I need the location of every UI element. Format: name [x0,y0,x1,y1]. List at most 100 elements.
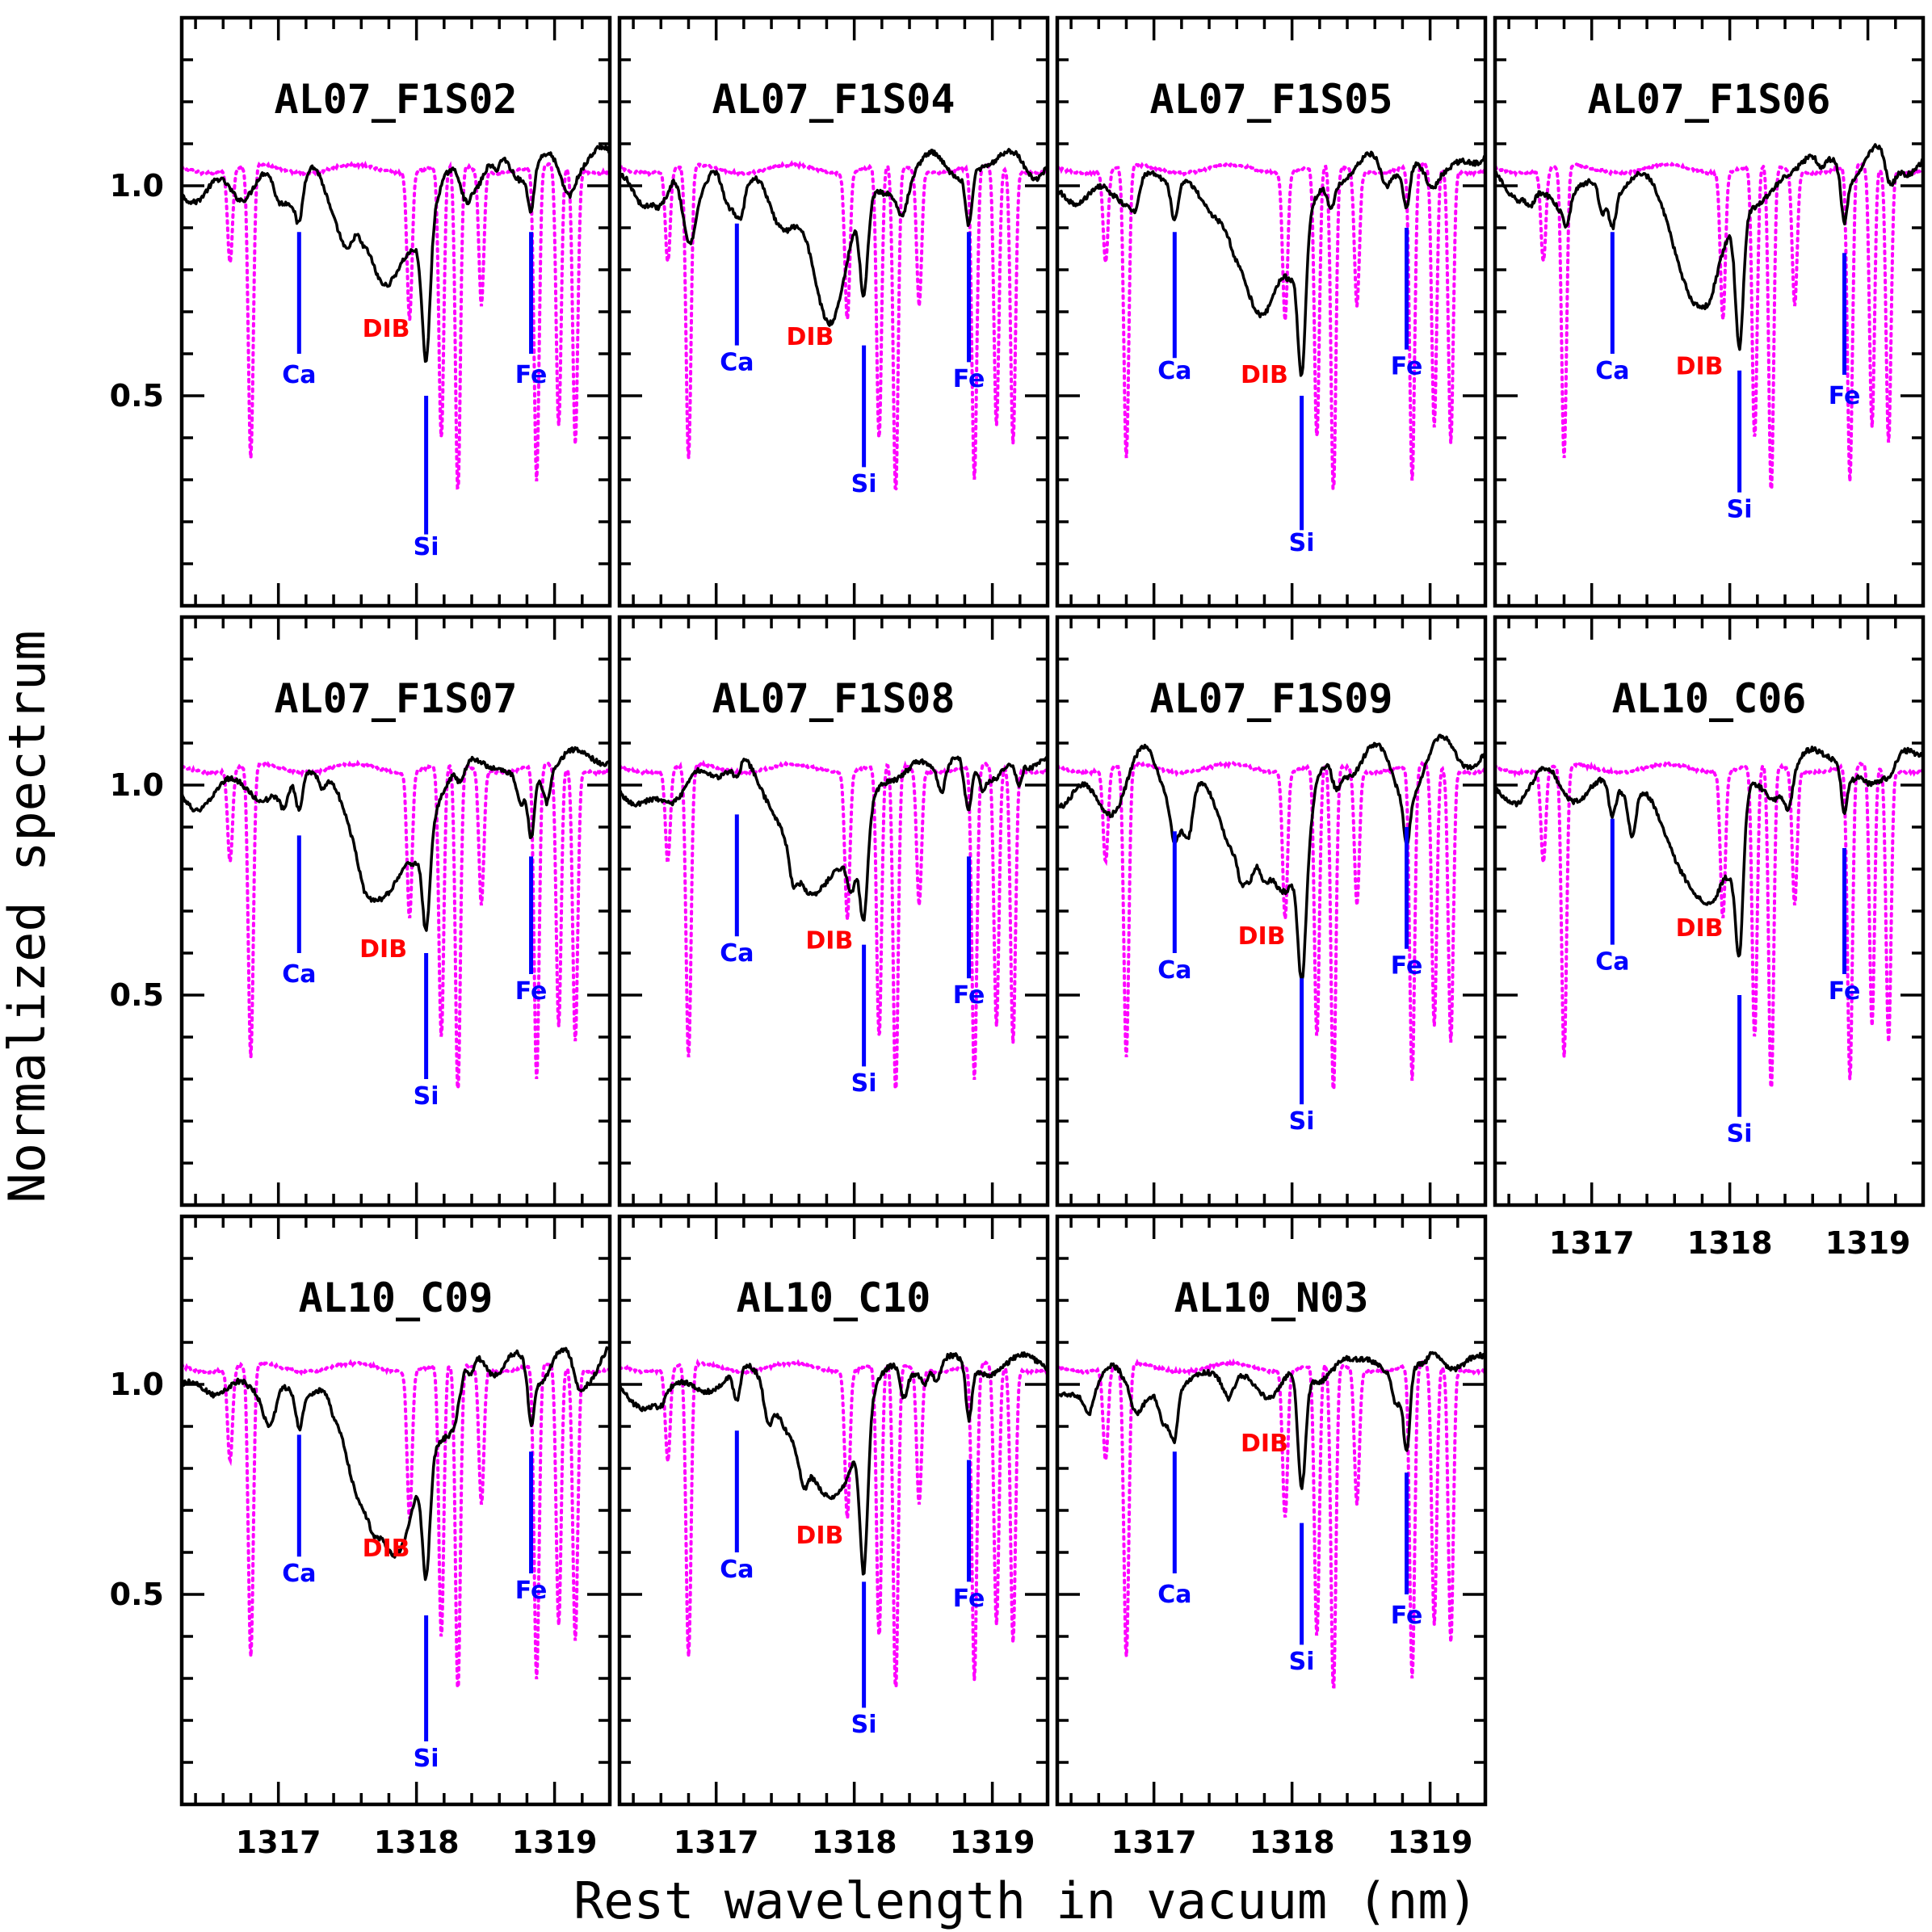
panel-grid: 0.5 1.0 AL07_F1S02 Ca Si Fe DIB AL07_F1S04 Ca Si F… [110,15,1926,1860]
spectrum-panel: AL07_F1S08 Ca Si Fe DIB [617,615,1050,1208]
spectrum-panel: AL07_F1S04 Ca Si Fe DIB [617,15,1050,608]
dib-label: DIB [1241,1430,1288,1458]
x-axis-title: Rest wavelength in vacuum (nm) [573,1871,1478,1930]
fe-label: Fe [515,361,548,389]
panel-title: AL10_C10 [737,1275,931,1321]
telluric-spectrum-line [1495,160,1923,491]
panel-title: AL07_F1S08 [712,675,955,722]
y-tick-label: 0.5 [110,1577,164,1612]
observed-spectrum-line [1057,150,1485,377]
panel-title: AL07_F1S07 [274,675,517,722]
ca-label: Ca [282,960,316,989]
si-label: Si [414,1082,439,1111]
y-tick-label: 1.0 [110,767,164,803]
observed-spectrum-line [620,148,1048,327]
si-label: Si [1289,1107,1315,1136]
x-tick-label: 1319 [1388,1825,1473,1860]
ca-label: Ca [720,939,754,968]
x-tick-label: 1317 [236,1825,321,1860]
x-tick-label: 1319 [1825,1225,1911,1261]
x-tick-label: 1317 [674,1825,759,1860]
si-label: Si [851,1711,877,1739]
observed-spectrum-line [182,746,610,932]
fe-label: Fe [1829,977,1861,1006]
telluric-spectrum-line [1495,759,1923,1090]
ca-label: Ca [282,1560,316,1588]
ca-label: Ca [1595,357,1629,385]
ca-label: Ca [720,348,754,376]
ca-label: Ca [1595,947,1629,976]
telluric-spectrum-line [1057,1357,1485,1689]
y-tick-label: 1.0 [110,168,164,204]
panel-title: AL10_N03 [1174,1275,1369,1321]
telluric-spectrum-line [620,759,1048,1094]
telluric-spectrum-line [1057,759,1485,1092]
telluric-spectrum-line [1057,159,1485,493]
ca-label: Ca [1157,1581,1191,1609]
panel-title: AL07_F1S02 [274,76,517,123]
fe-label: Fe [953,981,985,1010]
spectrum-panel: AL07_F1S09 Ca Si Fe DIB [1055,615,1488,1208]
dib-label: DIB [363,1535,410,1563]
x-tick-label: 1317 [1549,1225,1635,1261]
observed-spectrum-line [1495,746,1923,958]
ca-label: Ca [282,361,316,389]
ca-label: Ca [720,1556,754,1584]
y-tick-label: 0.5 [110,977,164,1013]
panel-title: AL07_F1S05 [1149,76,1392,123]
y-tick-label: 1.0 [110,1367,164,1402]
spectrum-panel: 1317 1318 1319 AL10_N03 Ca Si Fe DIB [1055,1214,1488,1860]
si-label: Si [851,1069,877,1098]
panel-title: AL07_F1S09 [1149,675,1392,722]
dib-label: DIB [359,935,407,964]
si-label: Si [414,533,439,561]
fe-label: Fe [1829,382,1861,410]
y-axis-title: Normalized spectrum [0,630,57,1203]
ca-label: Ca [1157,357,1191,385]
telluric-spectrum-line [182,759,610,1090]
telluric-spectrum-line [620,1358,1048,1690]
panel-title: AL10_C09 [299,1275,494,1321]
si-label: Si [1289,529,1315,557]
ca-label: Ca [1157,956,1191,985]
observed-spectrum-line [1057,733,1485,982]
x-tick-label: 1318 [812,1825,897,1860]
si-label: Si [1289,1648,1315,1676]
x-tick-label: 1318 [374,1825,460,1860]
spectrum-panel: AL07_F1S06 Ca Si Fe DIB [1493,15,1926,608]
panel-title: AL10_C06 [1612,675,1807,722]
si-label: Si [1727,1120,1753,1149]
spectrum-panel: 0.5 1.0 AL07_F1S02 Ca Si Fe DIB [110,15,612,608]
dib-label: DIB [1676,353,1724,381]
x-tick-label: 1319 [950,1825,1035,1860]
telluric-spectrum-line [182,1359,610,1692]
spectrum-panel: 0.5 1.0 1317 1318 1319 AL10_C09 Ca Si Fe DIB [110,1214,612,1860]
observed-spectrum-line [620,755,1048,922]
si-label: Si [1727,495,1753,523]
observed-spectrum-line [182,1346,610,1581]
y-tick-label: 0.5 [110,378,164,414]
telluric-spectrum-line [182,159,610,490]
si-label: Si [414,1745,439,1773]
fe-label: Fe [1391,952,1423,981]
dib-label: DIB [805,926,853,955]
dib-label: DIB [1241,361,1288,389]
dib-label: DIB [1676,914,1724,943]
fe-label: Fe [515,977,548,1006]
panel-title: AL07_F1S04 [712,76,955,123]
dib-label: DIB [363,315,410,343]
x-tick-label: 1318 [1687,1225,1773,1261]
observed-spectrum-line [620,1351,1048,1576]
fe-label: Fe [515,1577,548,1605]
spectrum-panel: 1317 1318 1319 AL10_C06 Ca Si Fe DIB [1493,615,1926,1261]
fe-label: Fe [953,1585,985,1613]
telluric-spectrum-line [620,160,1048,493]
observed-spectrum-line [1057,1350,1485,1490]
spectrum-panel: 0.5 1.0 AL07_F1S07 Ca Si Fe DIB [110,615,612,1208]
x-tick-label: 1318 [1250,1825,1335,1860]
x-tick-label: 1319 [512,1825,598,1860]
spectrum-panel: AL07_F1S05 Ca Si Fe DIB [1055,15,1488,608]
dib-label: DIB [1238,922,1286,951]
x-tick-label: 1317 [1111,1825,1197,1860]
